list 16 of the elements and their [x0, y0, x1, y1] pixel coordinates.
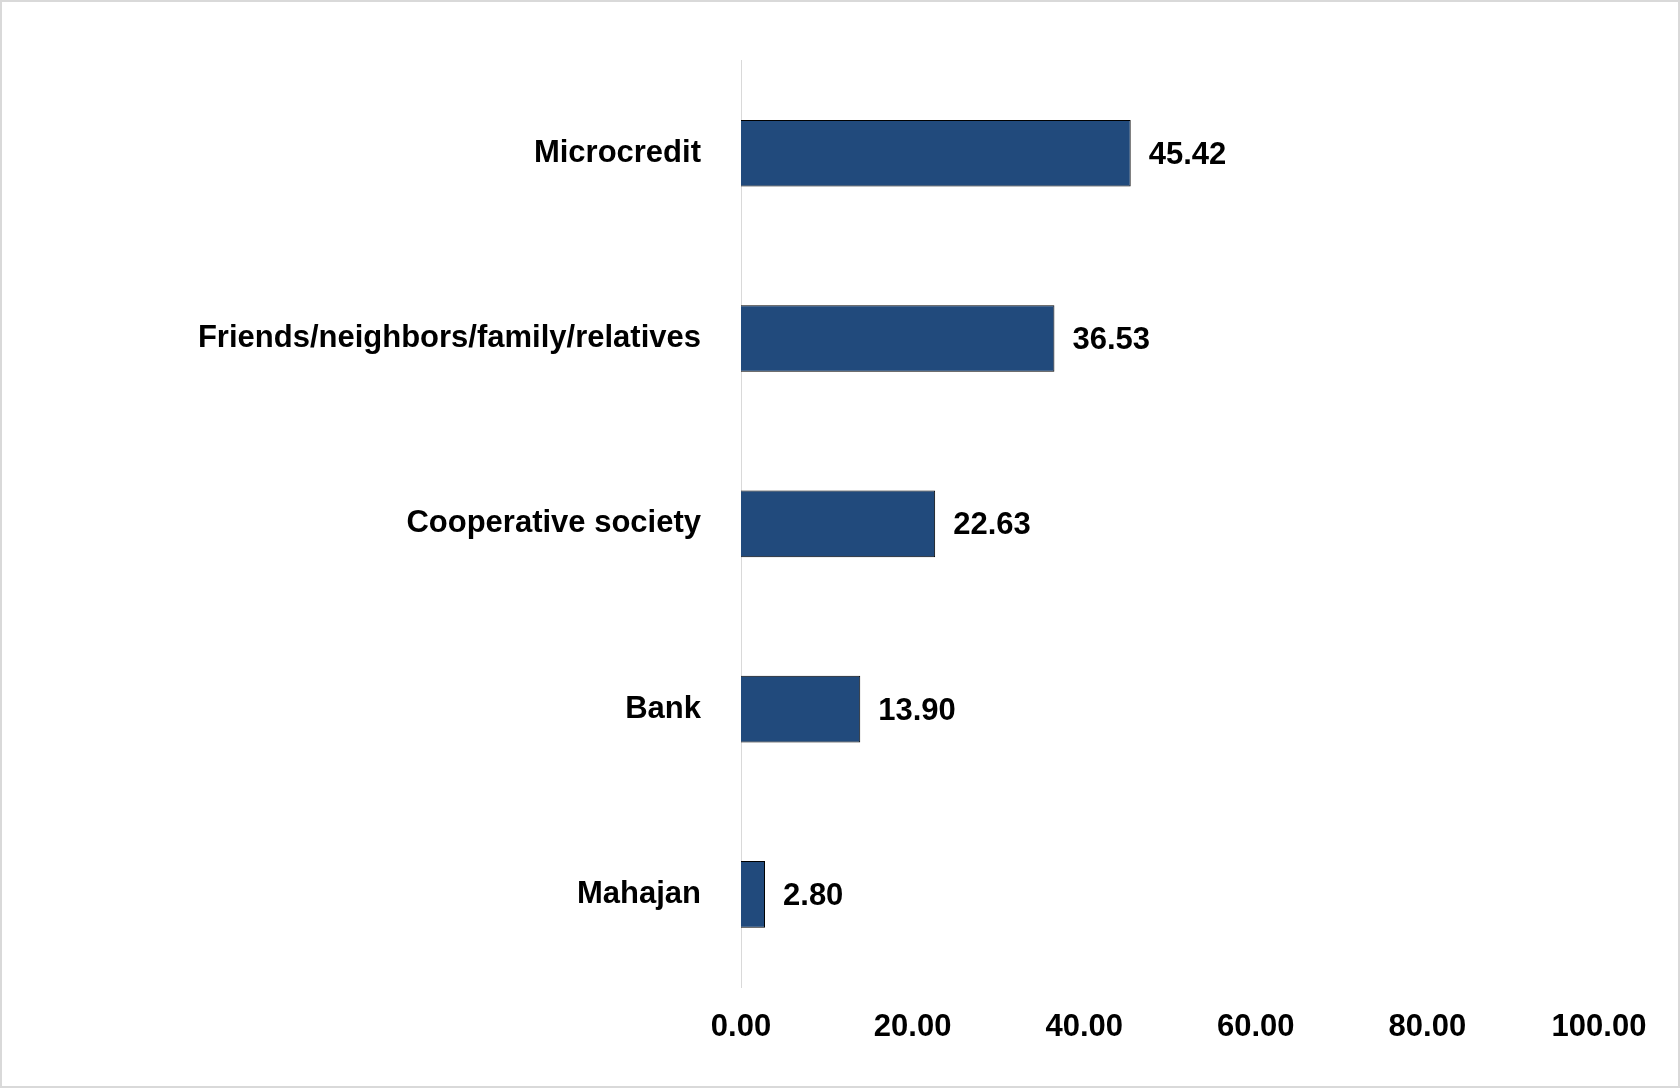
x-tick-label: 40.00	[1045, 1008, 1123, 1044]
y-tick-label: Mahajan	[576, 874, 701, 910]
data-label: 2.80	[783, 876, 844, 912]
data-label: 36.53	[1072, 321, 1151, 357]
x-tick-label: 0.00	[710, 1008, 772, 1044]
data-label: 13.90	[878, 691, 956, 727]
y-tick-label: Friends/neighbors/family/relatives	[197, 319, 701, 355]
x-tick-label: 80.00	[1388, 1008, 1467, 1044]
data-label: 45.42	[1148, 135, 1227, 171]
x-tick-label: 100.00	[1551, 1008, 1647, 1044]
y-tick-label: Microcredit	[533, 133, 701, 169]
y-tick-label: Bank	[625, 689, 702, 725]
x-tick-label: 60.00	[1217, 1008, 1295, 1044]
y-tick-label: Cooperative society	[406, 504, 702, 540]
data-label: 22.63	[953, 506, 1031, 542]
x-tick-label: 20.00	[873, 1008, 952, 1044]
